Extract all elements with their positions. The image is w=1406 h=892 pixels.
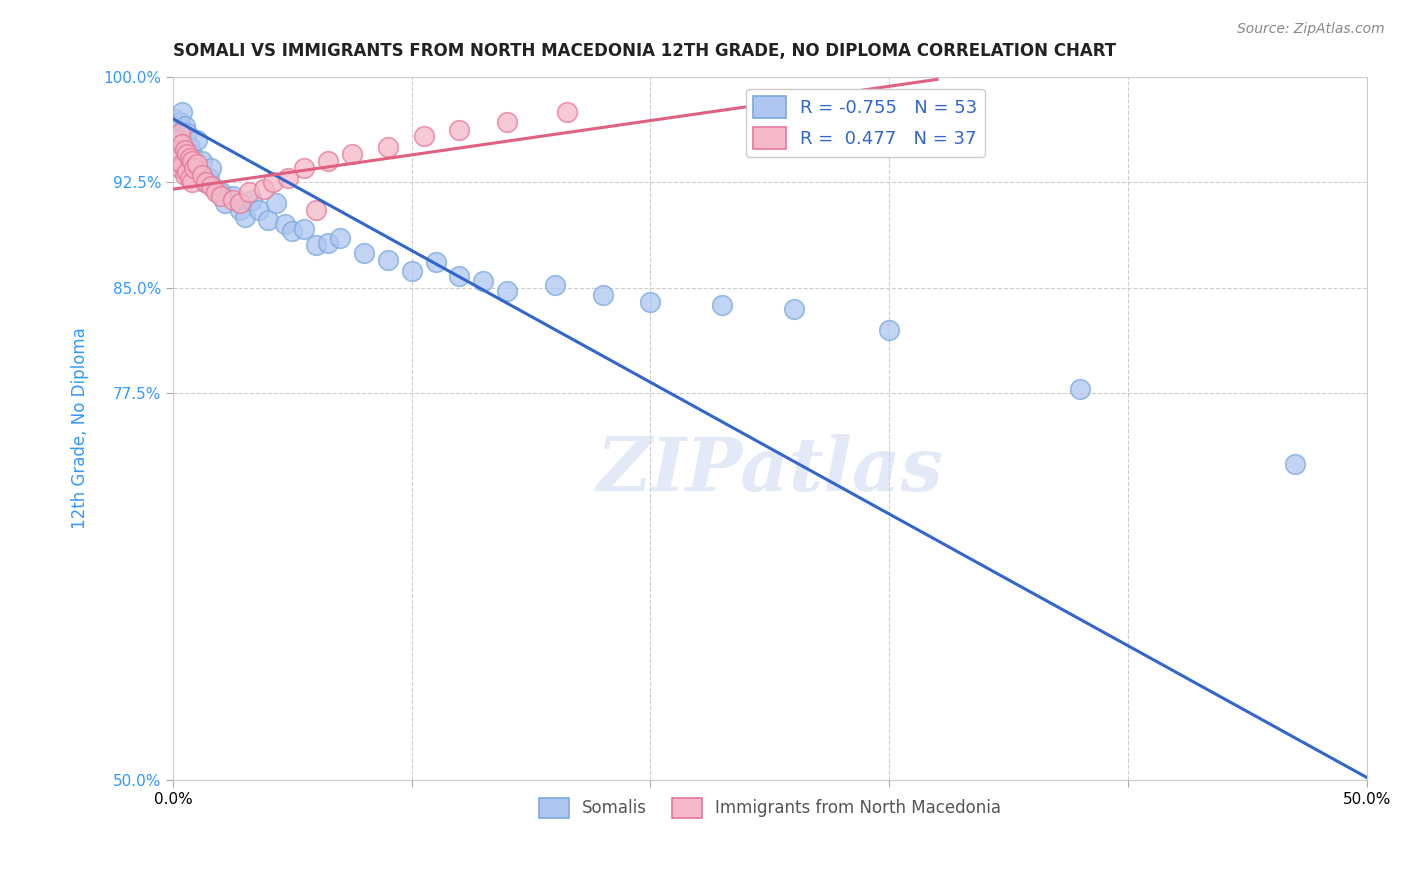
Point [1284,457,1306,471]
Point [179,151,201,165]
Point [305,203,328,218]
Point [173,154,195,169]
Point [190,168,212,182]
Point [449,269,471,284]
Point [205,185,228,199]
Point [166,128,188,143]
Point [340,147,363,161]
Point [165,154,187,169]
Point [183,161,205,175]
Point [247,203,270,218]
Point [181,157,204,171]
Point [195,175,218,189]
Point [190,154,212,169]
Y-axis label: 12th Grade, No Diploma: 12th Grade, No Diploma [72,327,89,529]
Point [169,161,191,175]
Point [877,323,900,337]
Text: SOMALI VS IMMIGRANTS FROM NORTH MACEDONIA 12TH GRADE, NO DIPLOMA CORRELATION CHA: SOMALI VS IMMIGRANTS FROM NORTH MACEDONI… [173,42,1116,60]
Text: ZIPatlas: ZIPatlas [596,434,943,507]
Point [172,137,194,152]
Point [173,143,195,157]
Point [229,196,252,211]
Point [229,203,252,218]
Point [193,175,215,189]
Point [262,175,284,189]
Point [181,147,204,161]
Point [221,194,243,208]
Point [205,182,228,196]
Point [425,255,447,269]
Point [181,175,204,189]
Point [449,123,471,137]
Point [179,170,201,185]
Point [281,224,304,238]
Point [183,161,205,175]
Legend: Somalis, Immigrants from North Macedonia: Somalis, Immigrants from North Macedonia [531,791,1008,825]
Point [179,140,201,154]
Point [472,274,495,288]
Point [292,161,315,175]
Point [496,284,519,298]
Point [233,211,256,225]
Point [238,185,260,199]
Point [169,114,191,128]
Point [305,238,328,252]
Point [176,165,198,179]
Point [544,277,567,292]
Point [277,170,299,185]
Point [412,128,434,143]
Point [240,194,263,208]
Point [197,170,219,185]
Point [783,301,806,316]
Point [165,112,187,126]
Point [166,123,188,137]
Point [169,147,191,161]
Point [186,157,208,171]
Point [169,126,191,140]
Point [176,126,198,140]
Point [377,252,399,267]
Point [209,189,232,203]
Point [173,168,195,182]
Point [377,140,399,154]
Point [329,231,352,245]
Point [172,157,194,171]
Point [592,287,614,301]
Point [555,104,578,119]
Point [173,119,195,133]
Point [200,161,222,175]
Point [188,168,211,182]
Point [209,185,232,199]
Point [181,154,204,169]
Point [166,147,188,161]
Point [264,196,287,211]
Point [172,133,194,147]
Point [711,297,734,311]
Point [221,189,243,203]
Point [253,182,276,196]
Point [200,179,222,194]
Point [401,264,423,278]
Point [214,196,236,211]
Point [316,235,339,250]
Text: Source: ZipAtlas.com: Source: ZipAtlas.com [1237,22,1385,37]
Point [353,245,375,260]
Point [496,114,519,128]
Point [640,294,662,309]
Point [176,147,198,161]
Point [166,133,188,147]
Point [176,161,198,175]
Point [257,213,280,227]
Point [274,218,297,232]
Point [1069,382,1091,396]
Point [316,154,339,169]
Point [292,221,315,235]
Point [186,133,208,147]
Point [172,104,194,119]
Point [179,151,201,165]
